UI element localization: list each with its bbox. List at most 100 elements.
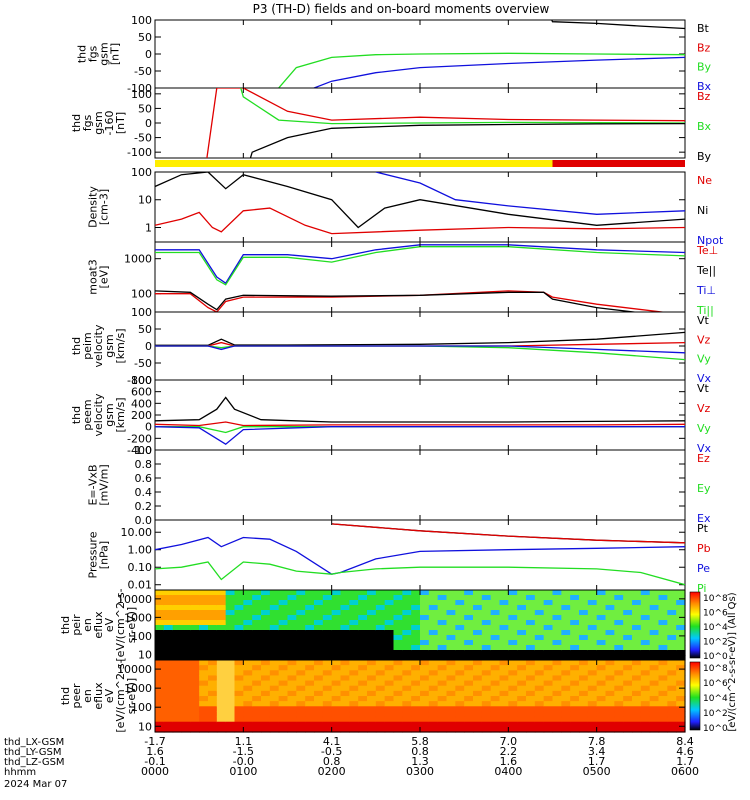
colorbar-lower	[689, 661, 701, 731]
legend-Pi: Pi	[697, 582, 706, 595]
footer-value: 4.6	[676, 745, 694, 758]
panel-peir: 10000 1000 100 10 thdpeirenefluxeV[eV/(cm^2-…	[59, 588, 686, 662]
y-tick-label: 0	[145, 48, 152, 61]
footer-value: 1.7	[588, 755, 606, 768]
footer-value: 0400	[494, 765, 522, 778]
series-line-Te||	[155, 290, 639, 312]
legend-Ne: Ne	[697, 174, 712, 187]
y-tick-label: -50	[134, 65, 152, 78]
y-axis-label: en	[81, 618, 94, 632]
footer-value: 7.8	[588, 735, 606, 748]
y-tick-label: 100	[131, 701, 152, 714]
footer-value: 0100	[229, 765, 257, 778]
series-line-Vx	[155, 426, 685, 445]
legend-Ti⊥: Ti⊥	[696, 284, 716, 297]
footer-value: -0.0	[233, 755, 254, 768]
y-tick-label: 0.10	[128, 561, 153, 574]
y-axis-label: [nT]	[109, 43, 122, 65]
series-group	[155, 244, 685, 312]
footer-value: 0300	[406, 765, 434, 778]
y-axis-label: sr-eV)]	[125, 678, 138, 714]
y-tick-label: 0	[145, 421, 152, 434]
y-tick-label: -100	[127, 146, 152, 159]
series-line-Vy	[155, 426, 685, 434]
series-line-Vt	[155, 396, 685, 423]
y-axis-label: thd	[76, 45, 89, 63]
y-tick-label: -100	[127, 82, 152, 95]
series-line-Vz	[155, 421, 685, 427]
footer-value: 0600	[671, 765, 699, 778]
legend-Ti||: Ti||	[696, 304, 714, 317]
y-tick-label: 100	[131, 630, 152, 643]
y-tick-label: 10.00	[121, 526, 153, 539]
y-axis-label: Density	[87, 186, 100, 228]
series-line-Bz	[206, 88, 685, 158]
legend-Ni: Ni	[697, 204, 708, 217]
legend-Bz: Bz	[697, 41, 711, 54]
y-tick-label: -100	[127, 374, 152, 387]
footer-value: 1.1	[235, 735, 253, 748]
footer-value: 0500	[583, 765, 611, 778]
panel-peer: 10000 1000 100 10 thdpeerenefluxeV[eV/(cm^2-…	[59, 659, 686, 733]
series-group	[155, 172, 685, 235]
series-line-Vt	[155, 331, 685, 346]
footer-value: 0.8	[411, 745, 429, 758]
footer-value: 5.8	[411, 735, 429, 748]
legend-Vy: Vy	[697, 422, 711, 435]
y-tick-label: 1000	[124, 253, 152, 266]
legend-Bx: Bx	[697, 80, 712, 93]
colorbar-label: [eV/(cm^2-s-sr-eV)] (All Qs)	[727, 592, 738, 731]
y-tick-label: 1000	[124, 682, 152, 695]
series-line-Bx	[240, 88, 685, 125]
y-axis-label: gsm	[103, 334, 116, 357]
colorbar-tick-label: 10^6	[703, 679, 728, 689]
y-tick-label: 0	[145, 117, 152, 130]
legend-Vy: Vy	[697, 353, 711, 366]
panel-density: 100 10 1 Density[cm-3] Ne Ni Npot	[87, 166, 724, 247]
legend-Pb: Pb	[697, 542, 711, 555]
series-line-Ni	[155, 172, 685, 229]
series-line-Ti⊥	[155, 244, 685, 285]
y-axis-label: peem	[81, 399, 94, 430]
footer-row-name: thd_LX-GSM	[4, 737, 64, 748]
y-tick-label: 1.0	[135, 444, 153, 457]
panel-efield: 1.00.80.60.40.20.0 E=-VxB[mV/m] Ez Ey Ex	[87, 444, 711, 527]
series-line-Bt	[551, 20, 685, 30]
series-line-By	[277, 52, 685, 88]
series-group	[155, 523, 685, 586]
y-tick-label: -400	[127, 444, 152, 457]
y-tick-label: 10	[138, 648, 152, 661]
footer-value: 2.2	[500, 745, 518, 758]
legend-Ex: Ex	[697, 512, 711, 525]
footer-value: 1.7	[676, 755, 694, 768]
series-line-Ne	[155, 207, 685, 235]
y-axis-label: thd	[59, 687, 72, 705]
y-axis-label: velocity	[92, 324, 105, 367]
y-tick-label: 200	[131, 409, 152, 422]
y-axis-label: fgs	[87, 45, 100, 62]
y-axis-label: peim	[81, 332, 94, 360]
y-axis-label: thd	[70, 337, 83, 355]
colorbar-tick-label: 10^4	[703, 694, 728, 704]
series-line-Pt	[331, 523, 685, 544]
y-axis-label: fgs	[81, 114, 94, 131]
y-tick-label: -200	[127, 432, 152, 445]
footer-value: -0.1	[144, 755, 165, 768]
colorbar-tick-label: 10^2	[703, 709, 728, 719]
footer-value: 7.0	[500, 735, 518, 748]
footer-value: 1.6	[146, 745, 164, 758]
legend-Pe: Pe	[697, 562, 710, 575]
y-tick-label: 100	[131, 306, 152, 319]
footer-row-name: thd_LY-GSM	[4, 747, 61, 758]
mode-bar-segment	[155, 160, 553, 167]
y-tick-label: 100	[131, 88, 152, 101]
legend-Vt: Vt	[697, 382, 710, 395]
legend-Bz: Bz	[697, 90, 711, 103]
colorbar-tick-label: 10^8	[703, 664, 728, 674]
legend-Vx: Vx	[697, 442, 712, 455]
y-axis-label: [km/s]	[114, 397, 127, 432]
footer-value: 3.4	[588, 745, 606, 758]
y-axis-label: [nT]	[114, 112, 127, 134]
